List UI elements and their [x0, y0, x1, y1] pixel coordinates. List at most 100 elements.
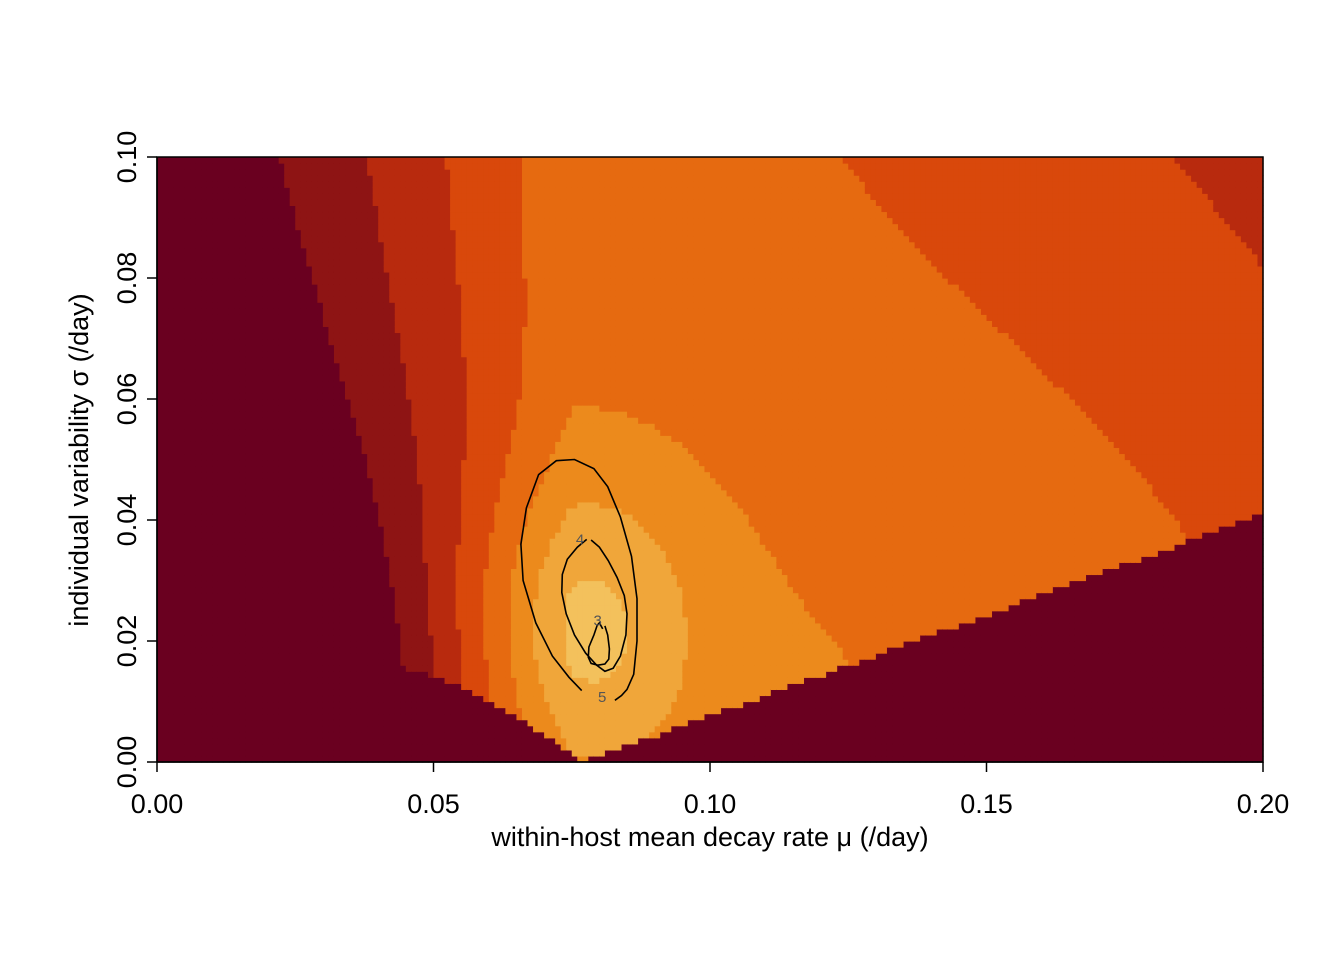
heatmap-cell [378, 538, 385, 545]
heatmap-cell [328, 580, 335, 588]
heatmap-cell [416, 314, 424, 321]
heatmap-cell [184, 278, 191, 285]
heatmap-cell [411, 610, 418, 618]
heatmap-cell [416, 677, 424, 684]
heatmap-cell [378, 598, 385, 606]
heatmap-cell [256, 544, 263, 551]
heatmap-cell [228, 284, 236, 291]
heatmap-cell [372, 501, 379, 509]
heatmap-cell [157, 544, 164, 551]
heatmap-cell [345, 193, 352, 200]
heatmap-cell [212, 211, 219, 219]
heatmap-cell [317, 411, 324, 418]
heatmap-cell [333, 653, 341, 660]
heatmap-cell [328, 380, 335, 388]
heatmap-cell [184, 265, 191, 273]
heatmap-cell [228, 259, 236, 267]
heatmap-cell [422, 610, 429, 618]
heatmap-cell [289, 550, 296, 557]
heatmap-cell [311, 326, 318, 334]
heatmap-cell [372, 187, 379, 194]
heatmap-cell [190, 513, 197, 521]
heatmap-cell [206, 556, 213, 563]
heatmap-cell [317, 199, 324, 206]
heatmap-cell [405, 489, 412, 497]
heatmap-cell [245, 417, 252, 424]
heatmap-cell [333, 253, 341, 261]
heatmap-cell [300, 689, 307, 697]
heatmap-cell [184, 441, 191, 448]
heatmap-cell [228, 641, 236, 648]
heatmap-cell [400, 725, 407, 733]
heatmap-cell [427, 205, 435, 213]
heatmap-cell [367, 689, 374, 697]
heatmap-cell [162, 701, 169, 709]
heatmap-cell [256, 447, 263, 455]
heatmap-cell [405, 241, 412, 249]
heatmap-cell [245, 350, 252, 358]
heatmap-cell [361, 731, 368, 739]
heatmap-cell [217, 181, 224, 188]
heatmap-cell [300, 380, 307, 388]
heatmap-cell [212, 399, 219, 406]
heatmap-cell [400, 586, 407, 594]
heatmap-cell [284, 526, 291, 533]
heatmap-cell [184, 501, 191, 509]
heatmap-cell [256, 653, 263, 660]
heatmap-cell [234, 163, 241, 170]
heatmap-cell [239, 532, 247, 539]
heatmap-cell [361, 695, 368, 703]
heatmap-cell [300, 598, 307, 606]
heatmap-cell [411, 459, 418, 467]
heatmap-cell [317, 586, 324, 594]
heatmap-cell [190, 556, 197, 563]
heatmap-cell [234, 671, 241, 678]
heatmap-cell [322, 749, 330, 757]
heatmap-cell [201, 429, 208, 436]
heatmap-cell [245, 181, 252, 188]
heatmap-cell [256, 278, 263, 285]
heatmap-cell [289, 459, 296, 467]
heatmap-cell [422, 332, 429, 340]
heatmap-cell [245, 586, 252, 594]
heatmap-cell [345, 235, 352, 243]
heatmap-cell [322, 205, 330, 213]
heatmap-cell [278, 441, 285, 448]
heatmap-cell [356, 181, 363, 188]
heatmap-cell [212, 683, 219, 690]
heatmap-cell [317, 405, 324, 412]
heatmap-cell [239, 380, 247, 388]
heatmap-cell [427, 707, 435, 715]
heatmap-cell [256, 380, 263, 388]
heatmap-cell [212, 526, 219, 533]
heatmap-cell [356, 610, 363, 618]
heatmap-cell [317, 634, 324, 642]
heatmap-cell [400, 755, 407, 763]
heatmap-cell [157, 610, 164, 618]
heatmap-cell [300, 465, 307, 473]
heatmap-cell [328, 193, 335, 200]
heatmap-cell [195, 423, 202, 430]
heatmap-cell [383, 199, 390, 206]
heatmap-cell [251, 501, 258, 509]
heatmap-cell [262, 616, 269, 624]
heatmap-cell [427, 332, 435, 340]
heatmap-cell [300, 671, 307, 678]
heatmap-cell [389, 580, 396, 588]
heatmap-cell [295, 326, 302, 334]
heatmap-cell [416, 278, 424, 285]
heatmap-cell [339, 175, 346, 182]
heatmap-cell [157, 737, 164, 745]
heatmap-cell [411, 429, 418, 436]
heatmap-cell [300, 211, 307, 219]
heatmap-cell [361, 392, 368, 400]
heatmap-cell [278, 314, 285, 321]
heatmap-cell [157, 290, 164, 297]
heatmap-cell [173, 749, 180, 757]
heatmap-cell [251, 429, 258, 436]
heatmap-cell [234, 465, 241, 473]
heatmap-cell [212, 362, 219, 370]
heatmap-cell [361, 483, 368, 491]
heatmap-cell [239, 302, 247, 309]
heatmap-cell [162, 634, 169, 642]
